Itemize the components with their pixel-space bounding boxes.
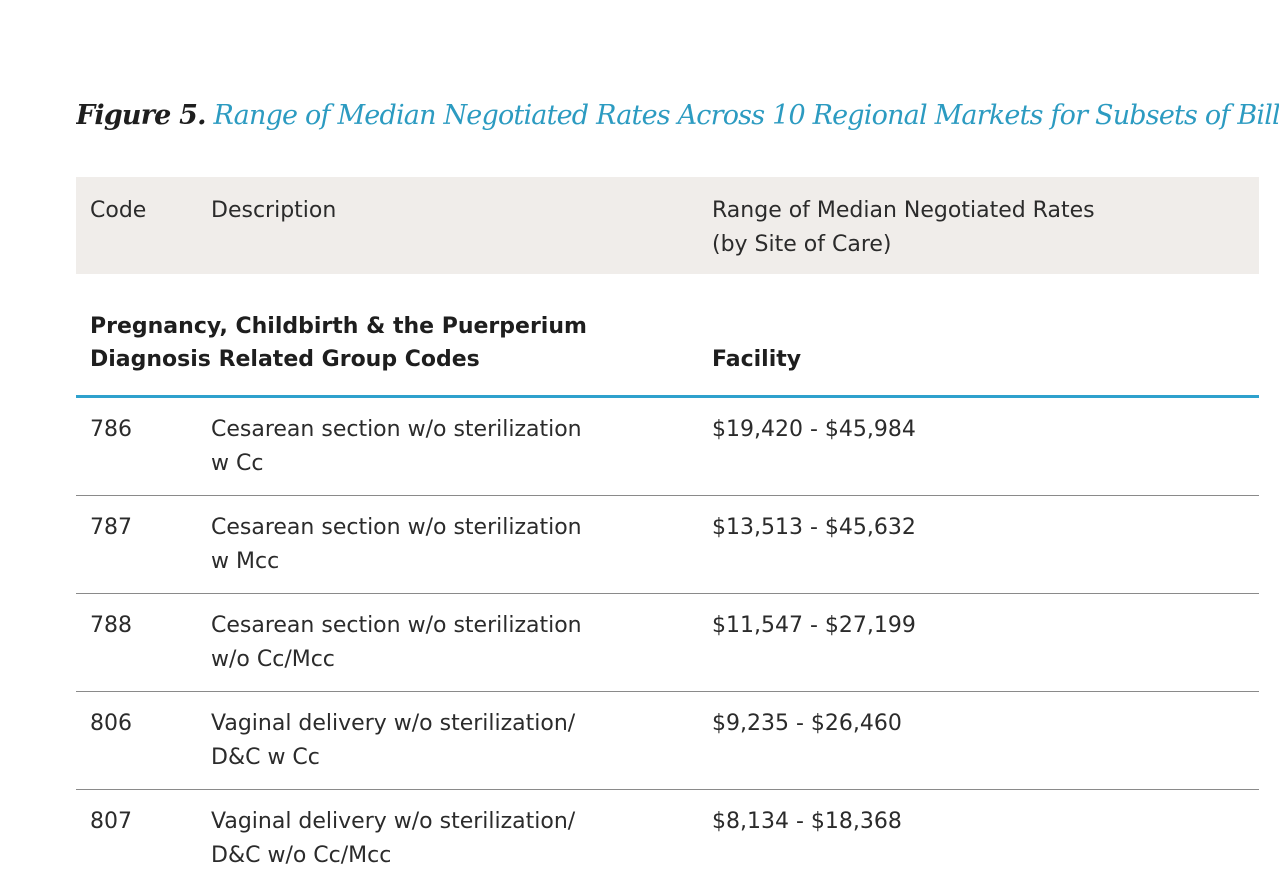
row-description: Cesarean section w/o sterilization w/o C… [211,609,681,677]
row-description-line2: w Cc [211,451,264,476]
row-code: 787 [90,515,132,540]
row-rate: $13,513 - $45,632 [712,515,916,540]
header-rate: Range of Median Negotiated Rates (by Sit… [712,194,1095,262]
section-title-line1: Pregnancy, Childbirth & the Puerperium [90,314,587,339]
row-description-line1: Vaginal delivery w/o sterilization/ [211,809,576,834]
row-description-line1: Cesarean section w/o sterilization [211,613,582,638]
header-description: Description [211,198,337,223]
table-row: 806 Vaginal delivery w/o sterilization/ … [76,692,1259,790]
table-header: Code Description Range of Median Negotia… [76,177,1259,274]
section-header: Pregnancy, Childbirth & the Puerperium D… [76,274,1259,398]
row-description: Vaginal delivery w/o sterilization/ D&C … [211,805,681,873]
row-code: 788 [90,613,132,638]
row-description: Vaginal delivery w/o sterilization/ D&C … [211,707,681,775]
header-rate-line1: Range of Median Negotiated Rates [712,198,1095,223]
row-description-line1: Cesarean section w/o sterilization [211,417,582,442]
row-code: 786 [90,417,132,442]
row-code: 806 [90,711,132,736]
table-row: 787 Cesarean section w/o sterilization w… [76,496,1259,594]
header-code: Code [90,198,147,223]
row-rate: $19,420 - $45,984 [712,417,916,442]
row-description-line2: D&C w Cc [211,745,320,770]
figure-caption: Range of Median Negotiated Rates Across … [213,100,1279,131]
section-title-line2: Diagnosis Related Group Codes [90,347,480,372]
table-row: 807 Vaginal delivery w/o sterilization/ … [76,790,1259,887]
section-rate-label: Facility [712,347,802,372]
row-description-line1: Cesarean section w/o sterilization [211,515,582,540]
figure-title: Figure 5. Range of Median Negotiated Rat… [76,97,1279,135]
row-rate: $11,547 - $27,199 [712,613,916,638]
row-description: Cesarean section w/o sterilization w Mcc [211,511,681,579]
header-rate-line2: (by Site of Care) [712,232,892,257]
row-description-line2: w/o Cc/Mcc [211,647,335,672]
row-description-line1: Vaginal delivery w/o sterilization/ [211,711,576,736]
rates-table: Code Description Range of Median Negotia… [76,177,1259,887]
figure-label: Figure 5. [76,100,207,131]
row-description-line2: w Mcc [211,549,280,574]
row-description-line2: D&C w/o Cc/Mcc [211,843,392,868]
row-description: Cesarean section w/o sterilization w Cc [211,413,681,481]
row-rate: $8,134 - $18,368 [712,809,902,834]
row-code: 807 [90,809,132,834]
table-row: 786 Cesarean section w/o sterilization w… [76,398,1259,496]
table-row: 788 Cesarean section w/o sterilization w… [76,594,1259,692]
section-title: Pregnancy, Childbirth & the Puerperium D… [90,310,587,376]
row-rate: $9,235 - $26,460 [712,711,902,736]
